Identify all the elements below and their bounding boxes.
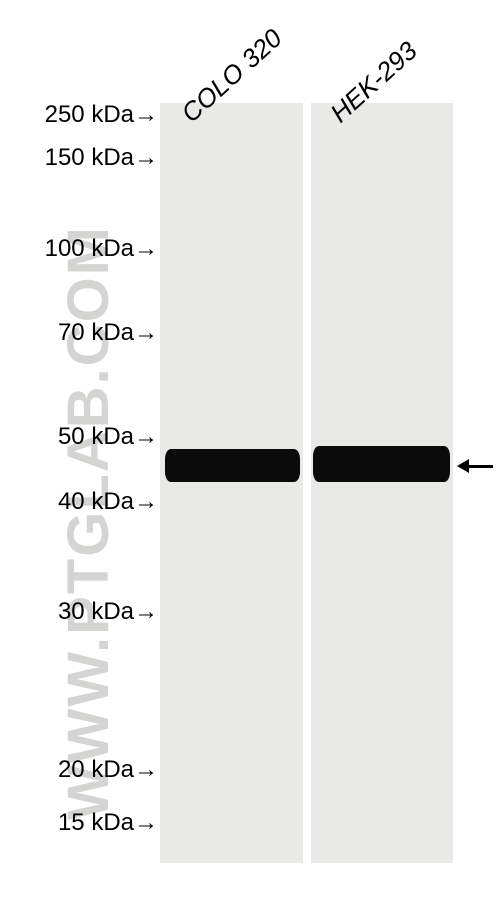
- mw-marker-label: 40 kDa→: [58, 488, 158, 516]
- mw-marker-label: 70 kDa→: [58, 319, 158, 347]
- mw-marker-label: 20 kDa→: [58, 756, 158, 784]
- mw-marker-text: 20 kDa: [58, 756, 134, 783]
- mw-marker-label: 250 kDa→: [45, 101, 158, 129]
- band-indicator-arrow: [457, 459, 493, 473]
- mw-marker-text: 100 kDa: [45, 235, 134, 262]
- mw-marker-text: 15 kDa: [58, 809, 134, 836]
- protein-band: [165, 449, 300, 482]
- mw-marker-arrow-icon: →: [134, 101, 158, 129]
- mw-marker-arrow-icon: →: [134, 756, 158, 784]
- arrow-head: [457, 459, 469, 473]
- mw-marker-arrow-icon: →: [134, 235, 158, 263]
- mw-marker-label: 30 kDa→: [58, 598, 158, 626]
- arrow-shaft: [469, 465, 493, 468]
- protein-band: [313, 446, 450, 482]
- mw-marker-arrow-icon: →: [134, 144, 158, 172]
- figure-container: WWW.PTGLAB.COM COLO 320HEK-293 250 kDa→1…: [0, 0, 500, 903]
- mw-marker-label: 50 kDa→: [58, 423, 158, 451]
- mw-marker-text: 250 kDa: [45, 101, 134, 128]
- mw-marker-text: 70 kDa: [58, 319, 134, 346]
- mw-marker-text: 50 kDa: [58, 423, 134, 450]
- mw-marker-text: 40 kDa: [58, 488, 134, 515]
- mw-marker-arrow-icon: →: [134, 488, 158, 516]
- mw-marker-arrow-icon: →: [134, 809, 158, 837]
- mw-marker-arrow-icon: →: [134, 423, 158, 451]
- mw-marker-label: 100 kDa→: [45, 235, 158, 263]
- mw-marker-arrow-icon: →: [134, 319, 158, 347]
- mw-marker-text: 150 kDa: [45, 144, 134, 171]
- mw-marker-label: 150 kDa→: [45, 144, 158, 172]
- mw-marker-arrow-icon: →: [134, 598, 158, 626]
- mw-marker-text: 30 kDa: [58, 598, 134, 625]
- mw-marker-label: 15 kDa→: [58, 809, 158, 837]
- lane-separator: [303, 103, 311, 863]
